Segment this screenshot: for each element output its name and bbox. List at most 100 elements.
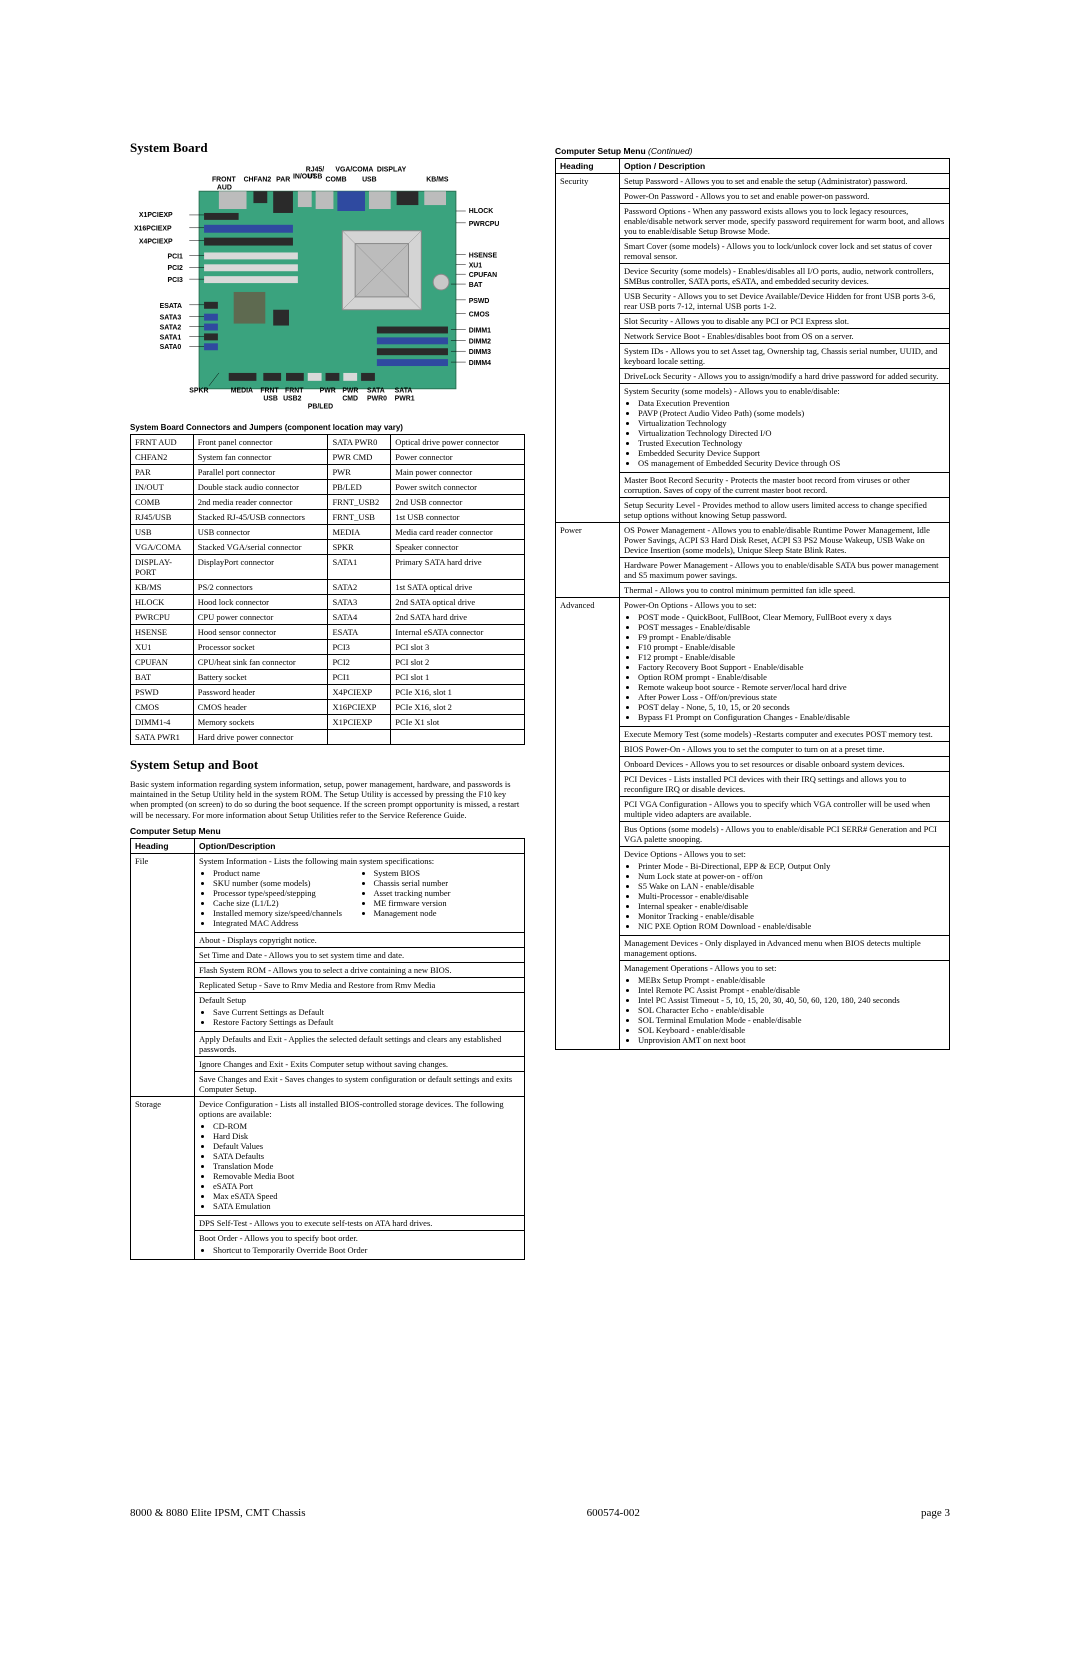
table-cell: Primary SATA hard drive — [391, 555, 525, 580]
cell-lead: Hardware Power Management - Allows you t… — [624, 560, 945, 580]
page-footer: 8000 & 8080 Elite IPSM, CMT Chassis 6005… — [130, 1507, 950, 1519]
cell-lead: Apply Defaults and Exit - Applies the se… — [199, 1034, 520, 1054]
bullet-list: Shortcut to Temporarily Override Boot Or… — [213, 1245, 520, 1255]
table-cell: X4PCIEXP — [328, 685, 391, 700]
th-heading-left: Heading — [131, 838, 195, 853]
svg-text:PWR: PWR — [320, 388, 336, 395]
option-cell: Thermal - Allows you to control minimum … — [620, 583, 950, 598]
table-row: FileSystem Information - Lists the follo… — [131, 853, 525, 932]
list-item: NIC PXE Option ROM Download - enable/dis… — [638, 921, 945, 931]
option-cell: System Information - Lists the following… — [195, 853, 525, 932]
table-cell: FRNT_USB — [328, 510, 391, 525]
cell-lead: Setup Security Level - Provides method t… — [624, 500, 945, 520]
cell-lead: PCI Devices - Lists installed PCI device… — [624, 774, 945, 794]
left-column: System Board RJ45/ USB VGA/COMA DISPLAY … — [130, 140, 525, 1260]
list-item: Max eSATA Speed — [213, 1191, 520, 1201]
menu-title-text: Computer Setup Menu — [555, 146, 648, 156]
bullet-list: CD-ROMHard DiskDefault ValuesSATA Defaul… — [213, 1121, 520, 1211]
table-row: COMB2nd media reader connectorFRNT_USB22… — [131, 495, 525, 510]
table-cell: USB — [131, 525, 194, 540]
cell-lead: Boot Order - Allows you to specify boot … — [199, 1233, 520, 1243]
table-row: AdvancedPower-On Options - Allows you to… — [556, 598, 950, 727]
table-cell: 2nd SATA hard drive — [391, 610, 525, 625]
svg-text:XU1: XU1 — [469, 262, 483, 269]
table-cell: PB/LED — [328, 480, 391, 495]
table-cell: PCI slot 2 — [391, 655, 525, 670]
bullet-list: Data Execution PreventionPAVP (Protect A… — [638, 398, 945, 468]
svg-text:USB: USB — [362, 176, 377, 183]
list-item: Processor type/speed/stepping — [213, 888, 360, 898]
list-item: Asset tracking number — [374, 888, 521, 898]
th-heading-right: Heading — [556, 159, 620, 174]
list-item: Management node — [374, 908, 521, 918]
table-cell — [328, 730, 391, 745]
list-item: F10 prompt - Enable/disable — [638, 642, 945, 652]
svg-text:MEDIA: MEDIA — [231, 388, 253, 395]
list-item: Save Current Settings as Default — [213, 1007, 520, 1017]
heading-cell: Storage — [131, 1096, 195, 1259]
svg-text:DIMM1: DIMM1 — [469, 327, 491, 334]
svg-text:PCI1: PCI1 — [168, 253, 184, 260]
list-item: SOL Character Echo - enable/disable — [638, 1005, 945, 1015]
svg-text:HSENSE: HSENSE — [469, 252, 498, 259]
table-cell: BAT — [131, 670, 194, 685]
cell-lead: Default Setup — [199, 995, 520, 1005]
list-item: System BIOS — [374, 868, 521, 878]
cell-lead: PCI VGA Configuration - Allows you to sp… — [624, 799, 945, 819]
svg-text:CMOS: CMOS — [469, 312, 490, 319]
list-item: Installed memory size/speed/channels — [213, 908, 360, 918]
table-cell: Stacked VGA/serial connector — [193, 540, 328, 555]
table-cell: SATA3 — [328, 595, 391, 610]
svg-text:IN/OUT: IN/OUT — [293, 173, 317, 180]
connector-table: FRNT AUDFront panel connectorSATA PWR0Op… — [130, 434, 525, 745]
table-cell: XU1 — [131, 640, 194, 655]
table-cell: Speaker connector — [391, 540, 525, 555]
table-row: PowerOS Power Management - Allows you to… — [556, 523, 950, 558]
list-item: Data Execution Prevention — [638, 398, 945, 408]
cell-lead: OS Power Management - Allows you to enab… — [624, 525, 945, 555]
motherboard-svg: RJ45/ USB VGA/COMA DISPLAY FRONT CHFAN2 … — [130, 162, 525, 417]
cell-lead: Device Options - Allows you to set: — [624, 849, 945, 859]
list-item: After Power Loss - Off/on/previous state — [638, 692, 945, 702]
table-cell: Stacked RJ-45/USB connectors — [193, 510, 328, 525]
table-cell: PSWD — [131, 685, 194, 700]
table-cell: KB/MS — [131, 580, 194, 595]
table-cell: PWRCPU — [131, 610, 194, 625]
table-cell: PCI slot 1 — [391, 670, 525, 685]
system-board-title: System Board — [130, 140, 525, 156]
table-cell: Hood lock connector — [193, 595, 328, 610]
setup-menu-title-right: Computer Setup Menu (Continued) — [555, 146, 950, 156]
table-cell: 2nd SATA optical drive — [391, 595, 525, 610]
table-cell: SATA PWR1 — [131, 730, 194, 745]
table-cell: DIMM1-4 — [131, 715, 194, 730]
footer-right: page 3 — [921, 1507, 950, 1519]
table-cell: ESATA — [328, 625, 391, 640]
cell-lead: USB Security - Allows you to set Device … — [624, 291, 945, 311]
option-cell: Save Changes and Exit - Saves changes to… — [195, 1071, 525, 1096]
svg-text:DIMM4: DIMM4 — [469, 360, 491, 367]
table-cell: CPUFAN — [131, 655, 194, 670]
table-cell: X16PCIEXP — [328, 700, 391, 715]
page: System Board RJ45/ USB VGA/COMA DISPLAY … — [0, 0, 1080, 1669]
bullet-list: Product nameSKU number (some models)Proc… — [213, 868, 360, 928]
svg-text:DIMM3: DIMM3 — [469, 349, 491, 356]
list-item: Internal speaker - enable/disable — [638, 901, 945, 911]
list-item: Intel Remote PC Assist Prompt - enable/d… — [638, 985, 945, 995]
table-cell: MEDIA — [328, 525, 391, 540]
list-item: Remote wakeup boot source - Remote serve… — [638, 682, 945, 692]
list-item: POST messages - Enable/disable — [638, 622, 945, 632]
setup-table-right: Heading Option / Description SecuritySet… — [555, 158, 950, 1050]
svg-text:SPKR: SPKR — [189, 388, 208, 395]
table-cell: PCI1 — [328, 670, 391, 685]
th-option-left: Option/Description — [195, 838, 525, 853]
list-item: Num Lock state at power-on - off/on — [638, 871, 945, 881]
list-item: Printer Mode - Bi-Directional, EPP & ECP… — [638, 861, 945, 871]
list-item: F12 prompt - Enable/disable — [638, 652, 945, 662]
cell-lead: Master Boot Record Security - Protects t… — [624, 475, 945, 495]
table-cell: VGA/COMA — [131, 540, 194, 555]
two-col-bullets: Product nameSKU number (some models)Proc… — [199, 866, 520, 930]
cell-lead: Device Security (some models) - Enables/… — [624, 266, 945, 286]
svg-text:USB2: USB2 — [283, 396, 302, 403]
svg-text:SATA2: SATA2 — [160, 324, 182, 331]
system-setup-title: System Setup and Boot — [130, 757, 525, 773]
